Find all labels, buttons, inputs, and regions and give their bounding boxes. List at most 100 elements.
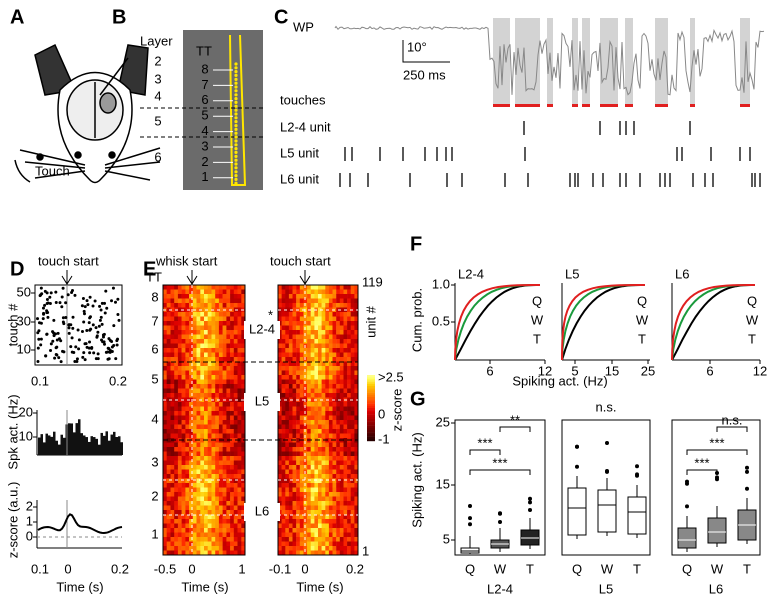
heatmap-cell: [322, 339, 326, 344]
heatmap-cell: [204, 393, 208, 398]
heatmap-cell: [234, 416, 238, 421]
heatmap-cell: [282, 357, 286, 362]
heatmap-cell: [182, 429, 186, 434]
heatmap-cell: [219, 393, 223, 398]
heatmap-cell: [289, 461, 293, 466]
heatmap-cell: [215, 330, 219, 335]
scale-label: 10°: [407, 39, 427, 54]
heatmap-cell: [174, 317, 178, 322]
heatmap-cell: [289, 299, 293, 304]
heatmap-cell: [223, 456, 227, 461]
heatmap-cell: [167, 542, 171, 547]
heatmap-cell: [351, 380, 355, 385]
heatmap-cell: [322, 470, 326, 475]
heatmap-cell: [351, 335, 355, 340]
heatmap-cell: [322, 416, 326, 421]
heatmap-cell: [282, 353, 286, 358]
tick-label: 10: [19, 428, 33, 443]
heatmap-cell: [293, 524, 297, 529]
raster-dot: [69, 345, 72, 348]
raster-dot: [53, 334, 56, 337]
heatmap-cell: [219, 425, 223, 430]
heatmap-cell: [285, 375, 289, 380]
raster-dot: [37, 347, 40, 350]
heatmap-cell: [174, 330, 178, 335]
heatmap-cell: [167, 447, 171, 452]
heatmap-cell: [325, 335, 329, 340]
heatmap-cell: [296, 371, 300, 376]
heatmap-cell: [314, 384, 318, 389]
heatmap-cell: [307, 497, 311, 502]
heatmap-cell: [307, 483, 311, 488]
heatmap-cell: [300, 407, 304, 412]
heatmap-cell: [185, 483, 189, 488]
heatmap-cell: [197, 348, 201, 353]
heatmap-cell: [219, 285, 223, 290]
heatmap-cell: [212, 497, 216, 502]
heatmap-cell: [185, 348, 189, 353]
panel-label: B: [112, 6, 126, 28]
heatmap-cell: [182, 537, 186, 542]
raster-dot: [95, 326, 98, 329]
heatmap-cell: [185, 321, 189, 326]
heatmap-cell: [208, 429, 212, 434]
heatmap-cell: [325, 339, 329, 344]
heatmap-cell: [219, 344, 223, 349]
site: [234, 166, 237, 169]
heatmap-cell: [204, 330, 208, 335]
heatmap-cell: [226, 411, 230, 416]
heatmap-cell: [167, 326, 171, 331]
heatmap-cell: [307, 506, 311, 511]
heatmap-cell: [167, 344, 171, 349]
heatmap-cell: [300, 542, 304, 547]
psth-bar: [43, 442, 46, 455]
raster-dot: [53, 357, 56, 360]
heatmap-cell: [163, 479, 167, 484]
heatmap-cell: [282, 393, 286, 398]
heatmap-cell: [193, 353, 197, 358]
site: [234, 170, 237, 173]
heatmap-cell: [215, 546, 219, 551]
heatmap-cell: [347, 483, 351, 488]
heatmap-cell: [344, 285, 348, 290]
heatmap-cell: [200, 416, 204, 421]
heatmap-cell: [329, 465, 333, 470]
heatmap-cell: [289, 447, 293, 452]
colorbar: [367, 393, 375, 395]
heatmap-cell: [234, 411, 238, 416]
heatmap-cell: [296, 411, 300, 416]
heatmap-cell: [193, 402, 197, 407]
heatmap-cell: [289, 474, 293, 479]
heatmap-cell: [325, 528, 329, 533]
heatmap-cell: [178, 384, 182, 389]
outlier: [605, 441, 609, 445]
heatmap-cell: [171, 294, 175, 299]
heatmap-cell: [278, 285, 282, 290]
heatmap-cell: [178, 326, 182, 331]
heatmap-cell: [238, 330, 242, 335]
heatmap-cell: [282, 452, 286, 457]
raster-dot: [88, 329, 91, 332]
arrow: [62, 270, 72, 284]
heatmap-cell: [215, 348, 219, 353]
heatmap-cell: [219, 339, 223, 344]
heatmap-cell: [307, 407, 311, 412]
heatmap-cell: [293, 416, 297, 421]
cdf-curve: [455, 285, 540, 360]
heatmap-cell: [219, 375, 223, 380]
colorbar: [367, 390, 375, 392]
heatmap-cell: [215, 447, 219, 452]
heatmap-cell: [230, 542, 234, 547]
heatmap-cell: [219, 407, 223, 412]
heatmap-cell: [351, 290, 355, 295]
heatmap-cell: [300, 366, 304, 371]
row-label: L5 unit: [280, 145, 319, 160]
heatmap-cell: [163, 357, 167, 362]
heatmap-cell: [163, 402, 167, 407]
heatmap-cell: [197, 339, 201, 344]
heatmap-cell: [215, 389, 219, 394]
raster-dot: [88, 321, 91, 324]
heatmap-cell: [226, 375, 230, 380]
heatmap-cell: [167, 506, 171, 511]
colorbar: [367, 439, 375, 441]
